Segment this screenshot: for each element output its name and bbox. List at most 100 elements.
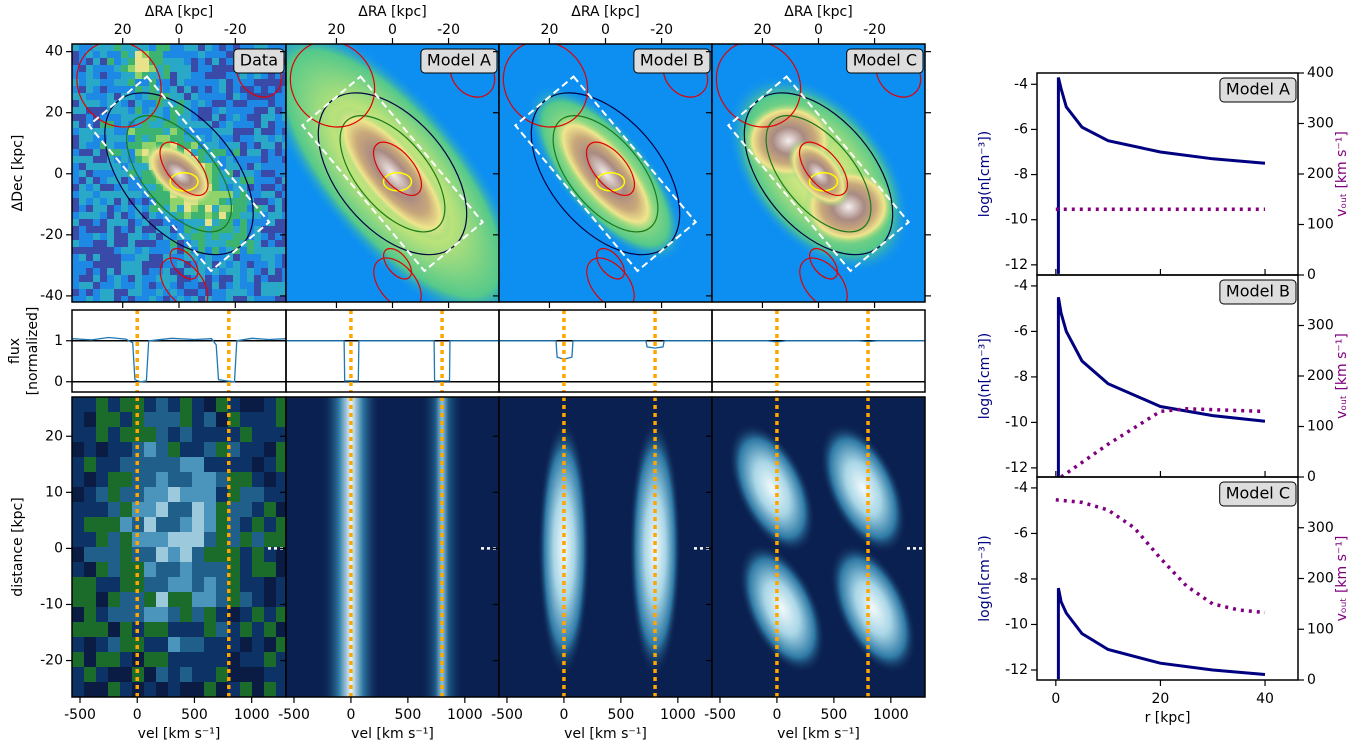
pv-pixel — [132, 442, 144, 457]
panel-label: Data — [240, 51, 278, 70]
image-pixel — [100, 275, 107, 282]
image-pixel — [261, 142, 268, 149]
image-pixel — [268, 254, 275, 261]
image-pixel — [114, 198, 121, 205]
contour — [798, 141, 849, 196]
image-pixel — [233, 163, 240, 170]
y-tick-label: -6 — [1014, 121, 1028, 137]
image-pixel — [226, 79, 233, 86]
image-pixel — [198, 240, 205, 247]
pv-pixel — [72, 652, 84, 667]
pv-pixel — [120, 442, 132, 457]
image-pixel — [72, 100, 79, 107]
pv-pixel — [276, 547, 286, 562]
image-pixel — [254, 205, 261, 212]
image-pixel — [205, 247, 212, 254]
contour — [799, 257, 848, 302]
axes-frame — [1036, 476, 1299, 681]
pv-pixel — [228, 637, 240, 652]
image-pixel — [268, 268, 275, 275]
image-pixel — [268, 198, 275, 205]
y-tick-label: -4 — [1014, 480, 1028, 496]
image-pixel — [205, 128, 212, 135]
contour — [585, 141, 636, 196]
y-tick-label: -10 — [1005, 414, 1028, 430]
image-pixel — [135, 44, 142, 51]
image-pixel — [219, 51, 226, 58]
image-pixel — [219, 177, 226, 184]
pv-pixel — [240, 442, 252, 457]
image-pixel — [191, 51, 198, 58]
pv-pixel — [84, 472, 96, 487]
pv-pixel — [216, 517, 228, 532]
image-pixel — [198, 135, 205, 142]
image-pixel — [212, 79, 219, 86]
image-pixel — [198, 100, 205, 107]
contour — [159, 141, 209, 196]
image-pixel — [100, 142, 107, 149]
x-axis-title: ΔRA [kpc] — [358, 4, 426, 20]
pv-pixel — [216, 577, 228, 592]
image-pixel — [233, 135, 240, 142]
image-pixel — [240, 282, 247, 289]
image-pixel — [121, 142, 128, 149]
pv-pixel — [84, 532, 96, 547]
pv-pixel — [156, 517, 168, 532]
pv-pixel — [168, 637, 180, 652]
image-pixel — [184, 65, 191, 72]
image-pixel — [268, 128, 275, 135]
image-pixel — [72, 149, 79, 156]
image-pixel — [268, 240, 275, 247]
image-pixel — [121, 58, 128, 65]
spectrum-line — [499, 340, 712, 360]
image-pixel — [86, 135, 93, 142]
image-pixel — [219, 170, 226, 177]
pv-pixel — [192, 502, 204, 517]
image-pixel — [198, 128, 205, 135]
image-pixel — [100, 51, 107, 58]
image-pixel — [72, 261, 79, 268]
image-pixel — [72, 254, 79, 261]
image-pixel — [247, 170, 254, 177]
pv-pixel — [96, 517, 108, 532]
pv-pixel — [156, 457, 168, 472]
spectrum-line — [286, 340, 499, 382]
pv-pixel — [84, 592, 96, 607]
image-pixel — [184, 107, 191, 114]
image-pixel — [79, 72, 86, 79]
pv-pixel — [216, 562, 228, 577]
image-pixel — [233, 289, 240, 296]
image-pixel — [93, 219, 100, 226]
x-tick-label: 0 — [814, 22, 823, 38]
image-pixel — [170, 93, 177, 100]
image-pixel — [219, 121, 226, 128]
image-pixel — [72, 93, 79, 100]
plot-area — [286, 310, 499, 392]
pv-pixel — [276, 412, 286, 427]
image-pixel — [128, 79, 135, 86]
y-tick-label: 40 — [45, 44, 63, 60]
pv-pixel — [276, 472, 286, 487]
pv-emission — [629, 418, 682, 679]
image-pixel — [79, 114, 86, 121]
image-pixel — [79, 296, 86, 302]
pv-pixel — [192, 472, 204, 487]
pv-pixel — [120, 397, 132, 412]
image-pixel — [219, 44, 226, 51]
image-pixel — [282, 268, 286, 275]
pv-pixel — [156, 577, 168, 592]
image-pixel — [219, 275, 226, 282]
image-pixel — [198, 107, 205, 114]
image-pixel — [114, 79, 121, 86]
x-tick-label: 500 — [395, 707, 422, 723]
image-pixel — [142, 79, 149, 86]
pv-pixel — [84, 682, 96, 697]
pv-pixel — [132, 427, 144, 442]
image-pixel — [142, 114, 149, 121]
pv-pixel — [144, 622, 156, 637]
image-pixel — [247, 142, 254, 149]
pv-pixel — [132, 517, 144, 532]
image-pixel — [149, 233, 156, 240]
image-pixel — [282, 226, 286, 233]
pv-pixel — [276, 442, 286, 457]
